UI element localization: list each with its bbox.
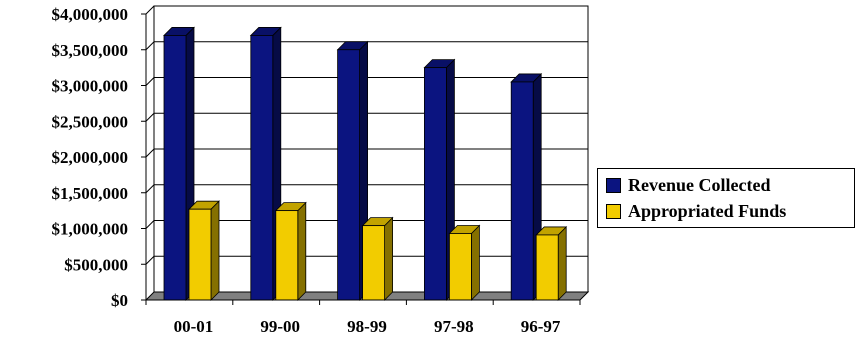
x-tick-label: 00-01	[174, 317, 214, 336]
y-tick-label: $500,000	[64, 255, 128, 274]
bar-side-appropriated	[210, 200, 220, 301]
bar-revenue-collected	[163, 35, 187, 301]
gridline-side	[145, 41, 155, 51]
x-tick-label: 98-99	[347, 317, 387, 336]
gridline-side	[145, 255, 155, 265]
x-tick-label: 97-98	[434, 317, 474, 336]
bar-revenue-collected	[510, 81, 534, 301]
gridline-side	[145, 148, 155, 158]
bar-appropriated-funds	[275, 210, 299, 301]
y-tick-label: $2,500,000	[52, 112, 129, 131]
y-tick-label: $1,500,000	[52, 184, 129, 203]
bar-appropriated-funds	[535, 234, 559, 301]
y-tick-label: $1,000,000	[52, 220, 129, 239]
bar-appropriated-funds	[362, 225, 386, 301]
y-tick-label: $2,000,000	[52, 148, 129, 167]
y-axis-top	[145, 5, 155, 15]
bar-side-appropriated	[557, 225, 567, 301]
legend-swatch-appropriated-funds	[606, 203, 621, 219]
bar-appropriated-funds	[448, 233, 472, 301]
gridline-side	[145, 112, 155, 122]
gridline-side	[145, 184, 155, 194]
bar-side-appropriated	[384, 216, 394, 301]
y-tick-label: $3,000,000	[52, 77, 129, 96]
x-tick-label: 99-00	[260, 317, 300, 336]
legend-label-revenue-collected: Revenue Collected	[628, 174, 771, 195]
y-tick-label: $0	[111, 291, 128, 310]
legend-item-revenue-collected: Revenue Collected	[606, 174, 770, 196]
y-tick-label: $4,000,000	[52, 5, 129, 24]
x-tick-label: 96-97	[521, 317, 561, 336]
bar-side-appropriated	[297, 201, 307, 301]
gridline-side	[145, 77, 155, 86]
legend-swatch-revenue-collected	[606, 177, 621, 193]
chart-legend: Revenue Collected Appropriated Funds	[597, 168, 855, 228]
legend-label-appropriated-funds: Appropriated Funds	[628, 200, 787, 221]
bar-side-appropriated	[470, 224, 480, 301]
legend-item-appropriated-funds: Appropriated Funds	[606, 200, 786, 222]
bar-revenue-collected	[337, 49, 361, 301]
bar-revenue-collected	[250, 35, 274, 301]
bar-revenue-collected	[423, 67, 447, 301]
bar-appropriated-funds	[188, 208, 212, 301]
gridline-side	[145, 220, 155, 229]
y-tick-label: $3,500,000	[52, 41, 129, 60]
